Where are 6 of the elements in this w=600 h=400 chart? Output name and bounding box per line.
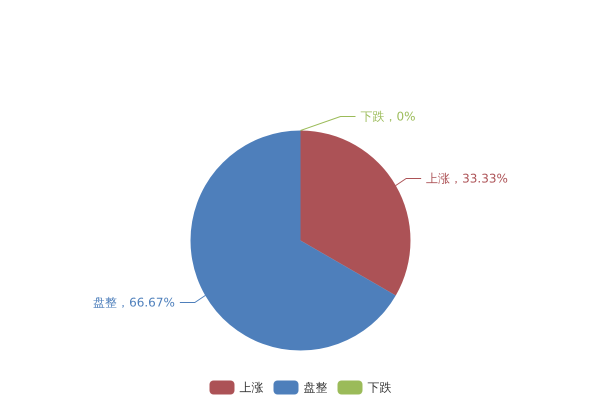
text: 下跌，0% bbox=[360, 110, 416, 124]
legend-label: 盘整 bbox=[304, 380, 328, 394]
legend-label: 下跌 bbox=[368, 380, 392, 394]
data-label: 盘整，66.67% bbox=[93, 296, 175, 310]
legend-label: 上涨 bbox=[240, 380, 264, 394]
data-label: 上涨，33.33% bbox=[426, 171, 508, 186]
